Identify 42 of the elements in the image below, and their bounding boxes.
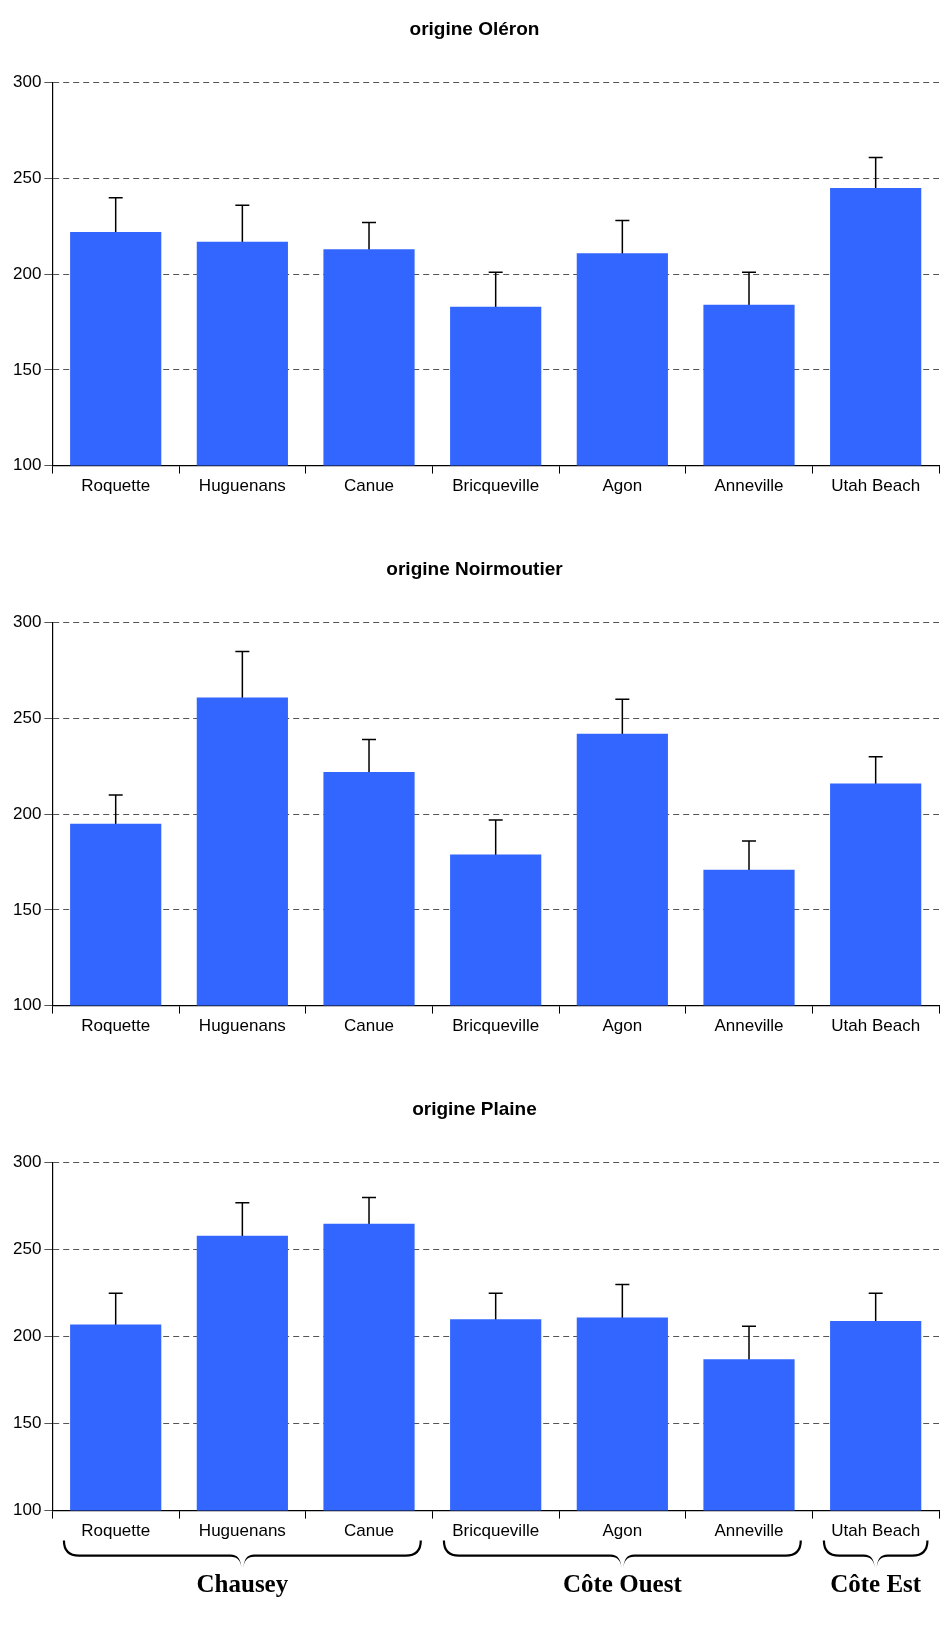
- y-tick-label: 200: [12, 263, 42, 283]
- y-tick-label: 100: [12, 1500, 42, 1520]
- x-tick-label: Roquette: [81, 476, 151, 496]
- x-tick-label: Anneville: [714, 1521, 784, 1541]
- x-tick-label: Huguenans: [198, 1521, 286, 1541]
- y-tick-label: 250: [12, 168, 42, 188]
- y-tick-label: 150: [12, 899, 42, 919]
- x-tick-label: Canue: [343, 476, 395, 496]
- y-tick-label: 250: [12, 708, 42, 728]
- x-tick-label: Roquette: [81, 1521, 151, 1541]
- y-tick-label: 200: [12, 1326, 42, 1346]
- x-tick-label: Canue: [343, 1016, 395, 1036]
- x-tick-label: Agon: [602, 476, 643, 496]
- y-tick-label: 100: [12, 995, 42, 1015]
- y-tick-label: 200: [12, 803, 42, 823]
- x-tick-label: Bricqueville: [452, 1521, 540, 1541]
- x-tick-label: Huguenans: [198, 1016, 286, 1036]
- chart-title: origine Noirmoutier: [386, 557, 564, 579]
- text: Côte Ouest: [562, 1569, 683, 1597]
- x-tick-label: Utah Beach: [831, 1016, 921, 1036]
- y-tick-label: 100: [12, 455, 42, 475]
- x-tick-label: Bricqueville: [452, 476, 540, 496]
- x-tick-label: Anneville: [714, 1016, 784, 1036]
- x-tick-label: Utah Beach: [831, 476, 921, 496]
- y-tick-label: 300: [12, 72, 42, 92]
- text: Côte Est: [830, 1569, 922, 1597]
- x-tick-label: Agon: [602, 1521, 643, 1541]
- y-tick-label: 300: [12, 1152, 42, 1172]
- x-tick-label: Huguenans: [198, 476, 286, 496]
- y-tick-label: 150: [12, 359, 42, 379]
- text: Chausey: [196, 1569, 289, 1597]
- chart-title: origine Plaine: [412, 1097, 537, 1119]
- y-tick-label: 150: [12, 1413, 42, 1433]
- y-tick-label: 300: [12, 612, 42, 632]
- x-tick-label: Agon: [602, 1016, 643, 1036]
- x-tick-label: Anneville: [714, 476, 784, 496]
- y-tick-label: 250: [12, 1239, 42, 1259]
- x-tick-label: Utah Beach: [831, 1521, 921, 1541]
- chart-title: origine Oléron: [409, 17, 540, 39]
- x-tick-label: Bricqueville: [452, 1016, 540, 1036]
- x-tick-label: Roquette: [81, 1016, 151, 1036]
- x-tick-label: Canue: [343, 1521, 395, 1541]
